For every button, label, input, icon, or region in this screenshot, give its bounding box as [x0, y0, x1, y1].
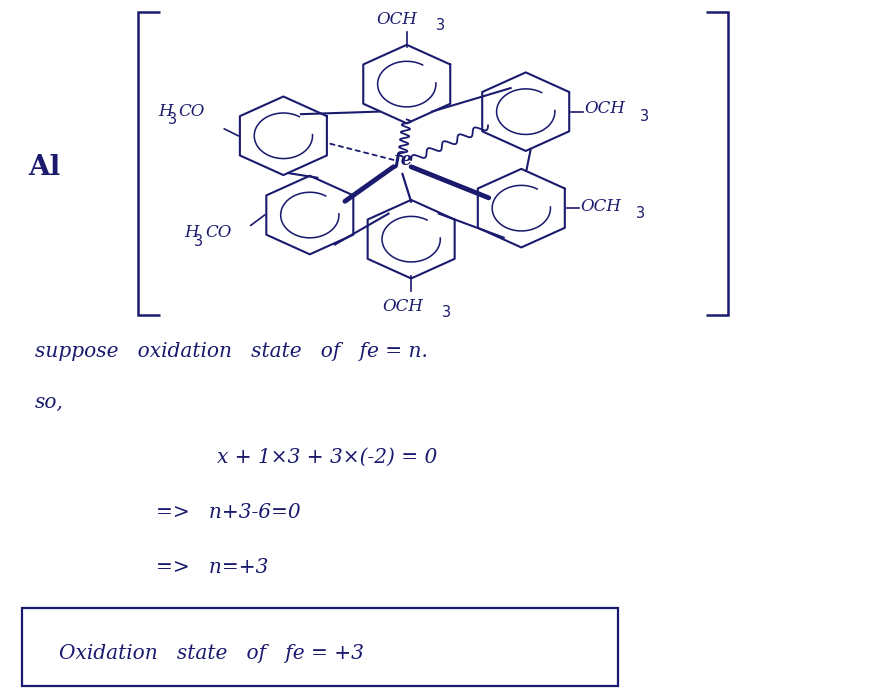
Text: OCH: OCH [382, 298, 423, 315]
Text: x + 1×3 + 3×(-2) = 0: x + 1×3 + 3×(-2) = 0 [217, 448, 438, 466]
Text: 3: 3 [640, 109, 650, 124]
Text: =>   n+3-6=0: => n+3-6=0 [156, 503, 301, 522]
Text: OCH: OCH [376, 10, 416, 28]
Text: H: H [158, 103, 172, 120]
Text: CO: CO [205, 224, 232, 241]
Text: Oxidation   state   of   fe = +3: Oxidation state of fe = +3 [58, 644, 363, 663]
Text: H: H [185, 224, 199, 241]
Text: 3: 3 [442, 304, 451, 320]
Text: OCH: OCH [581, 198, 621, 215]
Text: CO: CO [179, 103, 205, 120]
Text: 3: 3 [194, 234, 203, 248]
Text: so,: so, [34, 392, 64, 412]
Text: 3: 3 [636, 206, 645, 221]
Text: fe: fe [392, 151, 412, 169]
Text: suppose   oxidation   state   of   fe = n.: suppose oxidation state of fe = n. [34, 342, 428, 361]
Text: Al: Al [27, 154, 60, 181]
Text: =>   n=+3: => n=+3 [156, 558, 268, 577]
Text: 3: 3 [436, 18, 445, 33]
Text: 3: 3 [168, 112, 177, 127]
Text: OCH: OCH [584, 100, 626, 117]
